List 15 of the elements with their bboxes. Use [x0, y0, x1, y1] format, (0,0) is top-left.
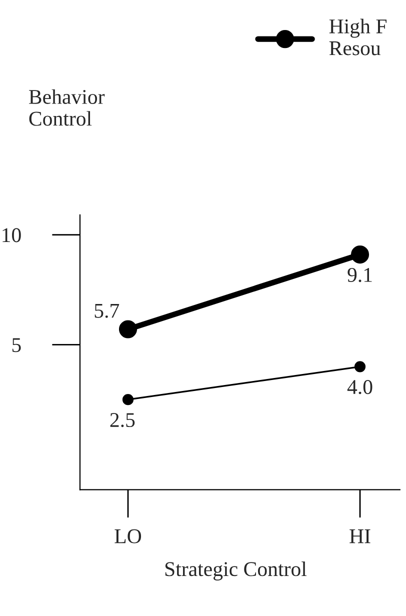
legend-label: High F Resou: [329, 18, 386, 56]
data-label: 4.0: [347, 380, 372, 394]
point: [122, 394, 134, 406]
x-tick-label: LO: [114, 529, 142, 544]
point: [350, 246, 370, 264]
x-axis-title: Strategic Control: [165, 562, 307, 580]
data-label: 9.1: [348, 268, 372, 282]
point: [118, 320, 138, 338]
point: [354, 361, 366, 372]
x-tick-label: HI: [350, 529, 370, 544]
data-label: 5.7: [94, 304, 120, 318]
y-axis-title: Behavior Control: [29, 89, 105, 126]
data-label: 2.5: [110, 413, 135, 428]
y-tick-label: 5: [12, 338, 21, 352]
y-tick-label: 10: [2, 228, 21, 242]
